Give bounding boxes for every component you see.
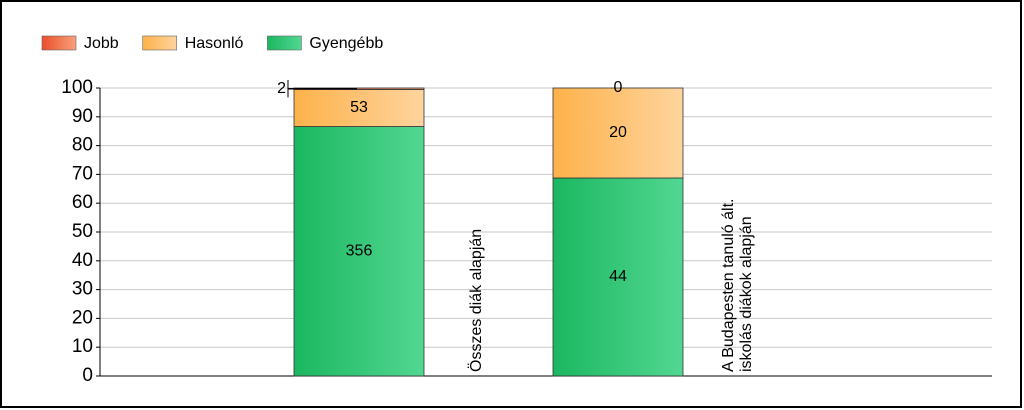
bar-segment	[552, 177, 684, 377]
data-label: 53	[350, 99, 368, 116]
x-tick-label: A Budapesten tanuló ált.iskolás diákok a…	[720, 199, 755, 372]
y-tick-label: 0	[82, 365, 93, 386]
y-tick-label: 10	[72, 336, 93, 357]
y-tick-label: 20	[72, 307, 93, 328]
data-label: 356	[346, 242, 373, 259]
legend-label: Hasonló	[185, 35, 244, 52]
legend-label: Jobb	[84, 35, 119, 52]
x-tick-label-line: A Budapesten tanuló ált.	[720, 199, 737, 372]
y-tick-label: 100	[61, 77, 93, 98]
bar-segment	[293, 126, 425, 377]
legend-swatch	[41, 35, 77, 51]
data-label: 2	[277, 80, 286, 97]
bar-segment	[552, 87, 684, 179]
x-tick-label-line: iskolás diákok alapján	[738, 216, 755, 372]
y-tick-label: 30	[72, 279, 93, 300]
y-tick-label: 50	[72, 221, 93, 242]
y-tick-label: 90	[72, 106, 93, 127]
legend-swatch	[267, 35, 302, 51]
data-label: 20	[609, 124, 627, 141]
data-label: 44	[609, 268, 627, 285]
y-tick-label: 80	[72, 135, 93, 156]
legend-label: Gyengébb	[309, 35, 383, 52]
y-tick-label: 60	[72, 192, 93, 213]
data-label: 0	[614, 79, 623, 96]
y-tick-label: 40	[72, 250, 93, 271]
bar-segment	[293, 89, 425, 127]
legend-swatch	[142, 35, 178, 51]
x-tick-label-line: Összes diák alapján	[467, 229, 485, 372]
x-tick-label: Összes diák alapján	[467, 229, 485, 372]
y-tick-label: 70	[72, 163, 93, 184]
